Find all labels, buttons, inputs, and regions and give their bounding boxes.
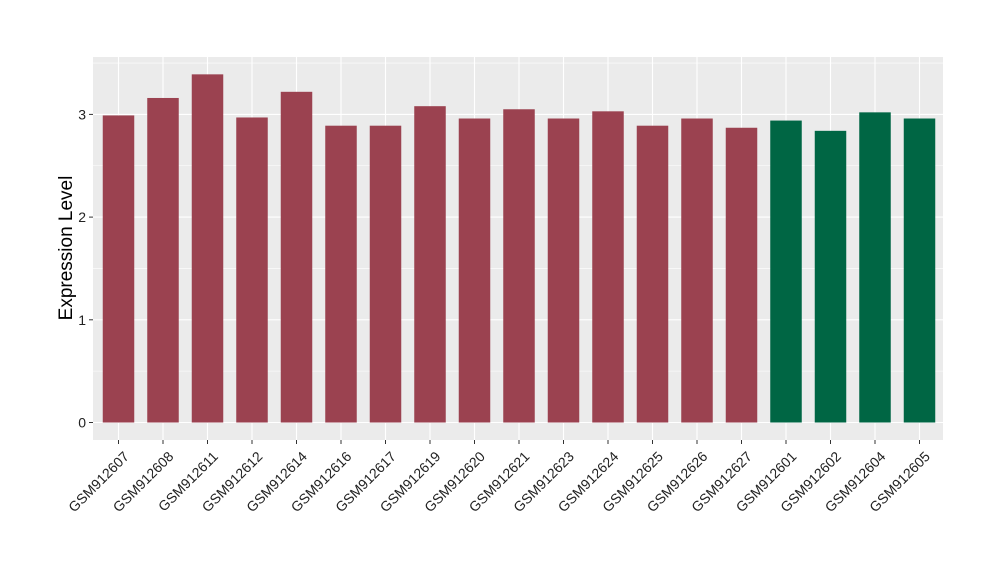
x-axis: GSM912607GSM912608GSM912611GSM912612GSM9…: [65, 440, 933, 515]
bar-GSM912625: [636, 125, 669, 423]
bar-GSM912621: [503, 109, 535, 423]
bar-GSM912605: [903, 118, 936, 423]
bar-GSM912612: [236, 117, 268, 423]
bar-GSM912611: [191, 74, 224, 423]
bar-GSM912623: [547, 118, 580, 423]
bar-GSM912616: [325, 125, 357, 423]
bar-GSM912620: [458, 118, 491, 423]
bar-GSM912607: [102, 115, 135, 423]
bars: [102, 74, 936, 423]
bar-GSM912602: [814, 130, 847, 423]
bar-GSM912614: [280, 91, 313, 423]
y-tick-label: 2: [78, 209, 86, 225]
y-tick-label: 3: [78, 106, 86, 122]
bar-GSM912604: [859, 112, 891, 423]
y-axis-title: Expression Level: [56, 176, 77, 321]
bar-GSM912617: [369, 125, 402, 423]
bar-GSM912624: [592, 111, 624, 423]
bar-GSM912608: [147, 97, 179, 423]
bar-GSM912601: [770, 120, 802, 423]
y-tick-label: 0: [78, 415, 86, 431]
bar-GSM912619: [414, 106, 446, 423]
y-axis: 0 1 2 3: [78, 106, 93, 431]
bar-GSM912627: [725, 127, 758, 423]
bar-GSM912626: [681, 118, 713, 423]
y-tick-label: 1: [78, 312, 86, 328]
